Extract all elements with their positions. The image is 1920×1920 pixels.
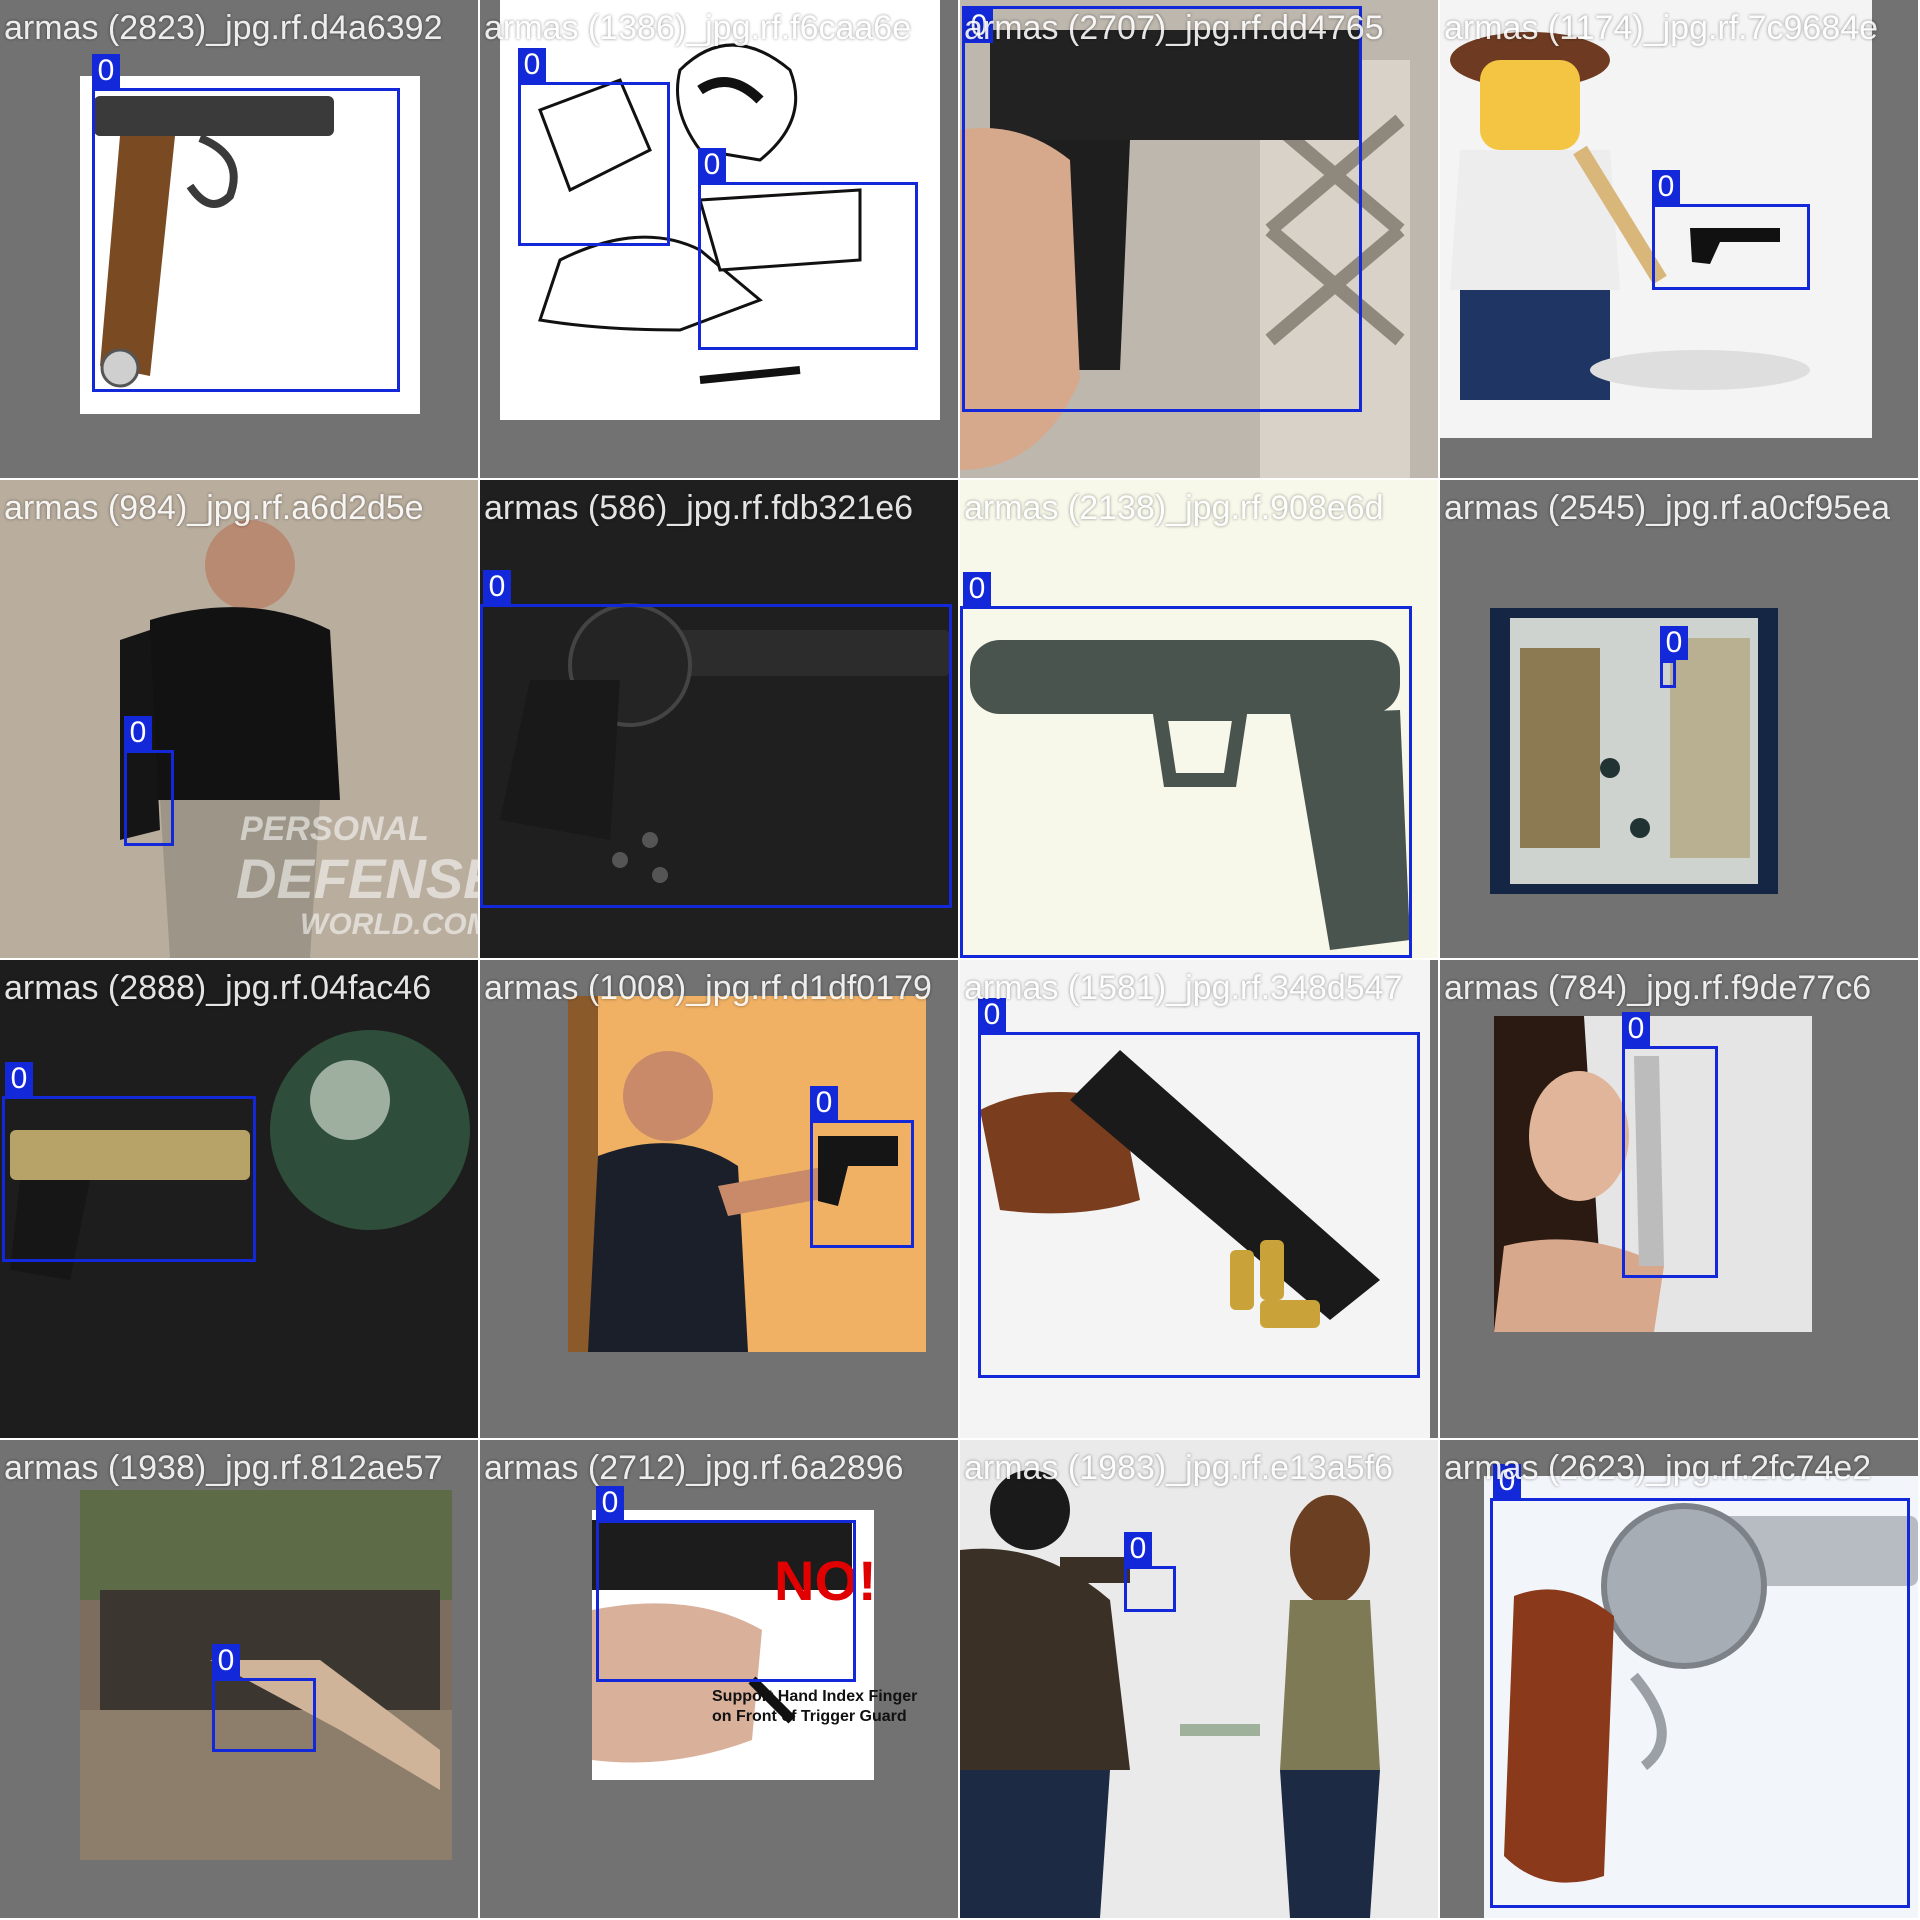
detection-box: 0 xyxy=(1622,1012,1718,1278)
watermark-text: PERSONAL xyxy=(240,810,429,848)
sign-text: NO! xyxy=(774,1549,877,1612)
image-tile: 0 armas (586)_jpg.rf.fdb321e6 xyxy=(480,480,958,958)
detection-box: 0 xyxy=(2,1062,256,1262)
class-label: 0 xyxy=(963,572,991,606)
class-label: 0 xyxy=(212,1644,240,1678)
class-label: 0 xyxy=(92,54,120,88)
class-label: 0 xyxy=(518,48,546,82)
class-label: 0 xyxy=(810,1086,838,1120)
pistol-figure xyxy=(1680,218,1790,266)
detection-box: 0 xyxy=(1490,1464,1910,1908)
detection-box: 0 xyxy=(962,6,1362,412)
detection-box: 0 xyxy=(596,1486,856,1682)
photo-man-aiming xyxy=(568,996,926,1352)
photo-robbery xyxy=(960,1440,1438,1918)
image-filename: armas (2712)_jpg.rf.6a2896 xyxy=(484,1449,904,1487)
photo-range-shooter xyxy=(80,1490,452,1860)
detection-box: 0 xyxy=(960,572,1412,958)
class-label: 0 xyxy=(1622,1012,1650,1046)
detection-box: 0 xyxy=(518,48,670,246)
watermark-text: DEFENSE xyxy=(236,847,478,910)
caption-line: Support Hand Index Finger xyxy=(712,1688,918,1705)
image-tile: 0 armas (2823)_jpg.rf.d4a6392 xyxy=(0,0,478,478)
class-label: 0 xyxy=(1493,1464,1521,1498)
class-label: 0 xyxy=(965,9,993,43)
detection-box: 0 xyxy=(810,1086,914,1248)
image-filename: armas (2545)_jpg.rf.a0cf95ea xyxy=(1444,489,1891,527)
image-tile: 0 armas (1938)_jpg.rf.812ae57 xyxy=(0,1440,478,1918)
photo-grip-instruction xyxy=(592,1510,874,1780)
image-tile: 0 armas (2545)_jpg.rf.a0cf95ea xyxy=(1440,480,1918,958)
image-tile: 0 armas (1008)_jpg.rf.d1df0179 xyxy=(480,960,958,1438)
photo-hand-glock xyxy=(960,0,1438,478)
image-tile: 0 armas (2138)_jpg.rf.908e6d xyxy=(960,480,1438,958)
caption-line: on Front of Trigger Guard xyxy=(712,1708,907,1725)
photo-surveillance xyxy=(1490,608,1778,894)
image-tile: PERSONAL DEFENSE WORLD.COM 0 armas (984)… xyxy=(0,480,478,958)
class-label: 0 xyxy=(124,716,152,750)
image-filename: armas (1938)_jpg.rf.812ae57 xyxy=(4,1449,443,1487)
photo-beretta-globe xyxy=(0,960,478,1438)
image-tile: 0 armas (784)_jpg.rf.f9de77c6 xyxy=(1440,960,1918,1438)
image-tile: 0 armas (2707)_jpg.rf.dd4765 xyxy=(960,0,1438,478)
detection-box: 0 xyxy=(92,54,400,392)
detection-box: 0 xyxy=(698,148,918,350)
class-label: 0 xyxy=(1124,1532,1152,1566)
class-label: 0 xyxy=(1652,170,1680,204)
class-label: 0 xyxy=(978,998,1006,1032)
photo-coloring-page xyxy=(500,0,940,420)
watermark-text: WORLD.COM xyxy=(300,908,478,941)
class-label: 0 xyxy=(698,148,726,182)
detection-box: 0 xyxy=(1124,1532,1176,1612)
photo-revolver xyxy=(480,480,958,958)
photo-revolver-closeup xyxy=(1484,1476,1918,1918)
photo-suppressed-pistol xyxy=(960,480,1438,958)
image-tile: 0 0 armas (1386)_jpg.rf.f6caa6e xyxy=(480,0,958,478)
class-label: 0 xyxy=(5,1062,33,1096)
photo-pistol-nambu xyxy=(80,76,420,414)
detection-box: 0 xyxy=(212,1644,316,1752)
class-label: 0 xyxy=(1660,626,1688,660)
photo-makarov xyxy=(960,960,1430,1438)
photo-man-holster xyxy=(0,480,478,958)
image-tile: NO! Support Hand Index Finger on Front o… xyxy=(480,1440,958,1918)
class-label: 0 xyxy=(483,570,511,604)
detection-box: 0 xyxy=(124,716,174,846)
detection-box: 0 xyxy=(1652,170,1810,290)
detection-box: 0 xyxy=(1660,626,1688,688)
image-filename: armas (784)_jpg.rf.f9de77c6 xyxy=(1444,969,1872,1007)
photo-woman-pistol xyxy=(1494,1016,1812,1332)
detection-box: 0 xyxy=(480,570,952,908)
image-tile: 0 armas (1581)_jpg.rf.348d547 xyxy=(960,960,1438,1438)
image-tile: 0 armas (2888)_jpg.rf.04fac46 xyxy=(0,960,478,1438)
class-label: 0 xyxy=(596,1486,624,1520)
image-tile: 0 armas (1174)_jpg.rf.7c9684e xyxy=(1440,0,1918,478)
detection-box: 0 xyxy=(978,998,1420,1378)
image-tile: 0 armas (2623)_jpg.rf.2fc74e2 xyxy=(1440,1440,1918,1918)
image-tile: 0 armas (1983)_jpg.rf.e13a5f6 xyxy=(960,1440,1438,1918)
image-filename: armas (2823)_jpg.rf.d4a6392 xyxy=(4,9,443,47)
photo-lego-figure xyxy=(1440,0,1872,438)
